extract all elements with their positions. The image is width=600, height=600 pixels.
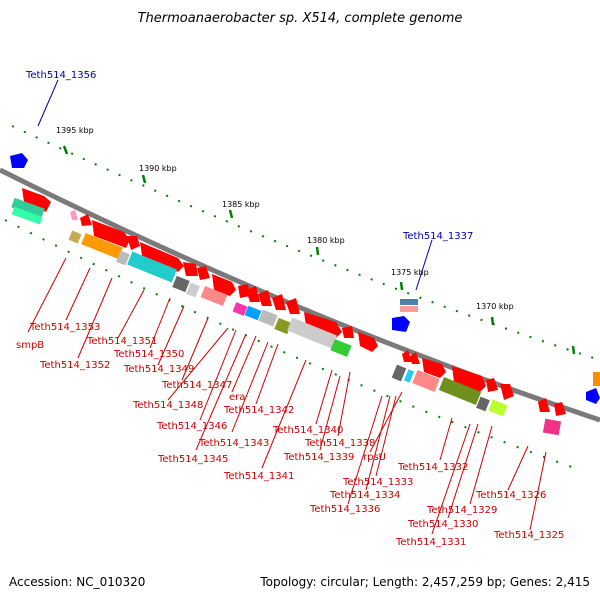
scale-ticks	[62, 145, 576, 355]
gene-r2-olive2[interactable]	[438, 377, 482, 405]
gene-r2-teal-b[interactable]	[11, 206, 43, 225]
label-teth514-1340[interactable]: Teth514_1340	[272, 425, 343, 436]
gene-orange-right[interactable]	[593, 372, 600, 386]
gene-r2-salmon2[interactable]	[412, 370, 440, 392]
gene-smpb-block[interactable]	[22, 188, 51, 212]
inner-scale-arc	[4, 219, 581, 471]
label-teth514-1349[interactable]: Teth514_1349	[123, 364, 194, 375]
label-teth514-1333[interactable]: Teth514_1333	[342, 477, 413, 488]
gene-r2-tan[interactable]	[68, 230, 82, 244]
gene-r2-lightsilver[interactable]	[287, 317, 337, 349]
label-teth514-1343[interactable]: Teth514_1343	[198, 438, 269, 449]
gene-r2-magenta[interactable]	[232, 302, 248, 316]
kbp-label-1370: 1370 kbp	[476, 302, 514, 311]
gene-r1-s[interactable]	[422, 358, 446, 378]
gene-r1-h[interactable]	[212, 274, 236, 296]
label-teth514-1338[interactable]: Teth514_1338	[304, 438, 375, 449]
topology-text: Topology: circular; Length: 2,457,259 bp…	[259, 575, 590, 589]
gene-r2-darkgrey[interactable]	[172, 275, 190, 293]
gene-blue-1375[interactable]	[392, 316, 410, 332]
label-teth514-1330[interactable]: Teth514_1330	[407, 519, 478, 530]
label-smpb[interactable]: smpB	[16, 340, 44, 351]
gene-r2-cyan2[interactable]	[403, 369, 415, 383]
gene-teth514-1356[interactable]	[10, 153, 28, 168]
gene-r1-f[interactable]	[183, 262, 198, 276]
label-teth514-1356[interactable]: Teth514_1356	[25, 70, 96, 81]
gene-blue-right[interactable]	[586, 388, 600, 404]
label-teth514-1352[interactable]: Teth514_1352	[39, 360, 110, 371]
gene-r2-lime[interactable]	[488, 399, 508, 417]
kbp-label-1395: 1395 kbp	[56, 126, 94, 135]
label-era[interactable]: era	[229, 392, 245, 403]
label-teth514-1347[interactable]: Teth514_1347	[161, 380, 232, 391]
gene-r1-g[interactable]	[197, 266, 210, 280]
gene-r2-cyan[interactable]	[127, 251, 177, 283]
kbp-label-1390: 1390 kbp	[139, 164, 177, 173]
gene-r1-t[interactable]	[452, 366, 486, 392]
label-teth514-1351[interactable]: Teth514_1351	[86, 336, 157, 347]
label-teth514-1341[interactable]: Teth514_1341	[223, 471, 294, 482]
label-teth514-1348[interactable]: Teth514_1348	[132, 400, 203, 411]
gene-r1-j[interactable]	[246, 286, 260, 302]
gene-r2-salmon[interactable]	[200, 285, 228, 307]
label-teth514-1337[interactable]: Teth514_1337	[402, 231, 473, 242]
gene-r1-k[interactable]	[258, 290, 272, 306]
gene-r2-blue[interactable]	[244, 305, 262, 321]
label-teth514-1326[interactable]: Teth514_1326	[475, 490, 546, 501]
gene-r1-a[interactable]	[70, 210, 78, 220]
label-teth514-1345[interactable]: Teth514_1345	[157, 454, 228, 465]
label-teth514-1332[interactable]: Teth514_1332	[397, 462, 468, 473]
gene-r1-w[interactable]	[538, 398, 550, 412]
label-teth514-1339[interactable]: Teth514_1339	[283, 452, 354, 463]
label-teth514-1342[interactable]: Teth514_1342	[223, 405, 294, 416]
gene-r1-n[interactable]	[304, 312, 342, 338]
gene-r2-grey[interactable]	[116, 250, 130, 266]
gene-r1-v[interactable]	[500, 384, 514, 400]
label-teth514-1346[interactable]: Teth514_1346	[156, 421, 227, 432]
gene-row-1	[22, 188, 566, 416]
label-teth514-1331[interactable]: Teth514_1331	[395, 537, 466, 548]
gene-r1-q[interactable]	[402, 350, 412, 362]
gene-r2-darkgrey2[interactable]	[476, 396, 490, 412]
accession-text: Accession: NC_010320	[9, 575, 145, 589]
label-teth514-1329[interactable]: Teth514_1329	[426, 505, 497, 516]
gene-r1-c[interactable]	[92, 220, 130, 248]
gene-r1-p[interactable]	[358, 332, 378, 352]
gene-r1-e[interactable]	[140, 242, 184, 272]
gene-r2-green[interactable]	[330, 339, 352, 357]
gene-r1-m[interactable]	[286, 298, 300, 314]
label-rpsu[interactable]: rpsU	[363, 452, 386, 463]
gene-r1-d[interactable]	[127, 236, 140, 250]
label-teth514-1336[interactable]: Teth514_1336	[309, 504, 380, 515]
gene-r2-silver[interactable]	[258, 309, 278, 327]
gene-r2-lightgrey[interactable]	[186, 282, 200, 298]
gene-r2-teal[interactable]	[11, 197, 45, 219]
label-teth514-1353[interactable]: Teth514_1353	[29, 322, 100, 333]
label-teth514-1325[interactable]: Teth514_1325	[493, 530, 564, 541]
genome-backbone	[0, 167, 600, 423]
label-teth514-1350[interactable]: Teth514_1350	[113, 349, 184, 360]
gene-r1-b[interactable]	[80, 214, 92, 226]
gene-teth514-1337-stripe1[interactable]	[400, 299, 418, 305]
gene-r2-pink[interactable]	[542, 418, 562, 436]
map-title: Thermoanaerobacter sp. X514, complete ge…	[138, 11, 463, 26]
kbp-label-1380: 1380 kbp	[307, 236, 345, 245]
gene-r1-x[interactable]	[554, 402, 566, 416]
gene-r1-i[interactable]	[238, 284, 250, 298]
gene-row-2	[11, 197, 562, 436]
label-teth514-1334[interactable]: Teth514_1334	[329, 490, 400, 501]
gene-r2-dark[interactable]	[391, 364, 407, 382]
kbp-label-1385: 1385 kbp	[222, 200, 260, 209]
gene-r1-l[interactable]	[272, 294, 286, 310]
gene-r1-r[interactable]	[410, 352, 420, 364]
leader-lines-blue	[37, 79, 433, 291]
leader-lines-red	[27, 257, 547, 535]
gene-r2-orange[interactable]	[81, 232, 123, 260]
gene-r1-o[interactable]	[342, 326, 354, 338]
gene-teth514-1337-stripe2[interactable]	[400, 306, 418, 312]
gene-r1-u[interactable]	[486, 378, 498, 392]
kbp-label-1375: 1375 kbp	[391, 268, 429, 277]
